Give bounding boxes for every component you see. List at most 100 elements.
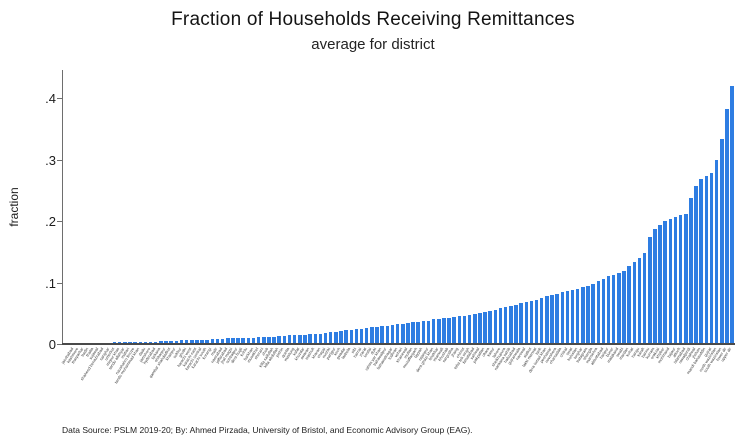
bar-korangi: [205, 339, 209, 344]
bar-rahim yar khan: [375, 326, 379, 344]
bar-orakzai: [653, 229, 657, 344]
bar-kurram: [648, 237, 652, 344]
bar-sukkur: [174, 340, 179, 344]
bar-mastung: [287, 335, 292, 344]
bar-muzaffargarh: [411, 322, 415, 344]
bar-pishin: [277, 336, 281, 344]
bar-gujrat: [704, 176, 709, 344]
bar-barkhan: [246, 337, 251, 344]
bar-nowshera: [550, 294, 554, 344]
y-tick-label: .4: [45, 91, 56, 106]
bar-sahiwal: [473, 314, 477, 344]
y-tick-mark: [57, 159, 62, 161]
bar-hafizabad: [509, 305, 513, 344]
bar-lakki marwat: [529, 300, 534, 344]
bar-chakwal: [689, 197, 693, 344]
bar-karachi south: [200, 339, 204, 344]
bar-kharan: [313, 333, 317, 344]
bar-zhob: [262, 337, 266, 344]
bar-nankana sahib: [503, 307, 508, 344]
y-tick-mark: [57, 98, 62, 99]
bar-larkana: [153, 341, 158, 344]
bar-mansehra: [591, 283, 595, 344]
bar-south waziristan: [714, 159, 719, 344]
bar-awaran: [303, 334, 307, 344]
bar-shangla: [586, 285, 590, 344]
bar-abbottabad: [596, 281, 601, 344]
bar-dadu: [138, 341, 143, 344]
bar-jhal magsi: [226, 338, 230, 344]
bar-kohlu: [241, 337, 245, 344]
bar-ghotki: [179, 340, 184, 344]
bar-mandi bahauddin: [699, 179, 703, 344]
bar-jhang: [452, 316, 456, 344]
bar-haripur: [601, 278, 606, 344]
bar-upper dir: [725, 109, 729, 344]
bar-duki: [370, 327, 374, 344]
bar-killa saifullah: [267, 336, 271, 344]
bar-swat: [565, 291, 570, 344]
x-tick-label-layer: jacobabad kashmore tharparkar badin thatta su…: [60, 346, 740, 427]
bar-multan: [406, 323, 410, 344]
bar-khyber: [658, 225, 662, 344]
bar-chagai: [318, 333, 323, 344]
bar-peshawar: [545, 296, 549, 344]
bar-pakpattan: [478, 313, 482, 344]
bar-gwadar: [339, 331, 343, 344]
y-axis-title: fraction: [7, 187, 21, 227]
bar-islamabad: [678, 215, 683, 344]
bar-attock: [673, 217, 678, 344]
bar-kalat: [292, 335, 297, 344]
bar-bannu: [642, 252, 647, 344]
bar-nushki: [323, 332, 328, 344]
bar-karachi east: [190, 340, 194, 344]
chart-subtitle: average for district: [311, 36, 435, 53]
plot-area: [62, 70, 740, 344]
bar-dera bugti: [236, 338, 240, 344]
bar-jhelum: [694, 185, 698, 344]
bar-kech: [334, 331, 338, 344]
bar-layyah: [416, 321, 420, 344]
chart-title: Fraction of Households Receiving Remitta…: [171, 9, 575, 30]
bar-harnai: [354, 329, 359, 344]
bar-kohistan: [570, 289, 575, 344]
bar-okara: [483, 312, 487, 344]
bar-khushab: [442, 318, 446, 344]
y-tick-label: .1: [45, 275, 56, 291]
bar-toba tek singh: [462, 315, 467, 344]
x-axis-line: [62, 343, 735, 345]
bar-kohat: [627, 265, 631, 344]
bar-sheikhupura: [498, 308, 503, 344]
bar-faisalabad: [467, 315, 472, 344]
bar-vehari: [395, 324, 400, 344]
bar-charsadda: [555, 293, 559, 344]
y-tick-label: 0: [48, 337, 56, 352]
bar-malakand: [611, 274, 616, 344]
bar-hyderabad: [148, 341, 153, 344]
bar-panjgur: [328, 332, 333, 344]
bar-rajanpur: [421, 321, 426, 344]
bar-narowal: [519, 303, 523, 344]
bar-shikarpur: [159, 340, 163, 344]
bar-bhakkar: [431, 319, 436, 344]
source-note: Data Source: PSLM 2019-20; By: Ahmed Pir…: [62, 425, 473, 435]
y-tick-mark: [57, 221, 62, 222]
bar-dera ismail khan: [539, 297, 544, 344]
bar-rawalpindi: [684, 213, 688, 344]
bar-loralai: [364, 328, 369, 344]
bar-torghar: [575, 288, 580, 344]
bar-sibi: [349, 329, 354, 344]
bar-gujranwala: [514, 304, 518, 344]
bar-quetta: [282, 336, 287, 344]
bar-jaffarabad: [220, 339, 225, 344]
y-tick-mark: [57, 344, 62, 345]
bar-bahawalpur: [380, 326, 384, 344]
y-tick-label: .2: [45, 214, 56, 229]
bar-qambar shahdadkot: [164, 340, 168, 344]
bar-sohbatpur: [231, 338, 235, 344]
bar-nasirabad: [215, 339, 220, 344]
bar-karak: [637, 257, 642, 344]
bar-batagram: [581, 287, 585, 344]
bar-dera ghazi khan: [426, 320, 431, 344]
